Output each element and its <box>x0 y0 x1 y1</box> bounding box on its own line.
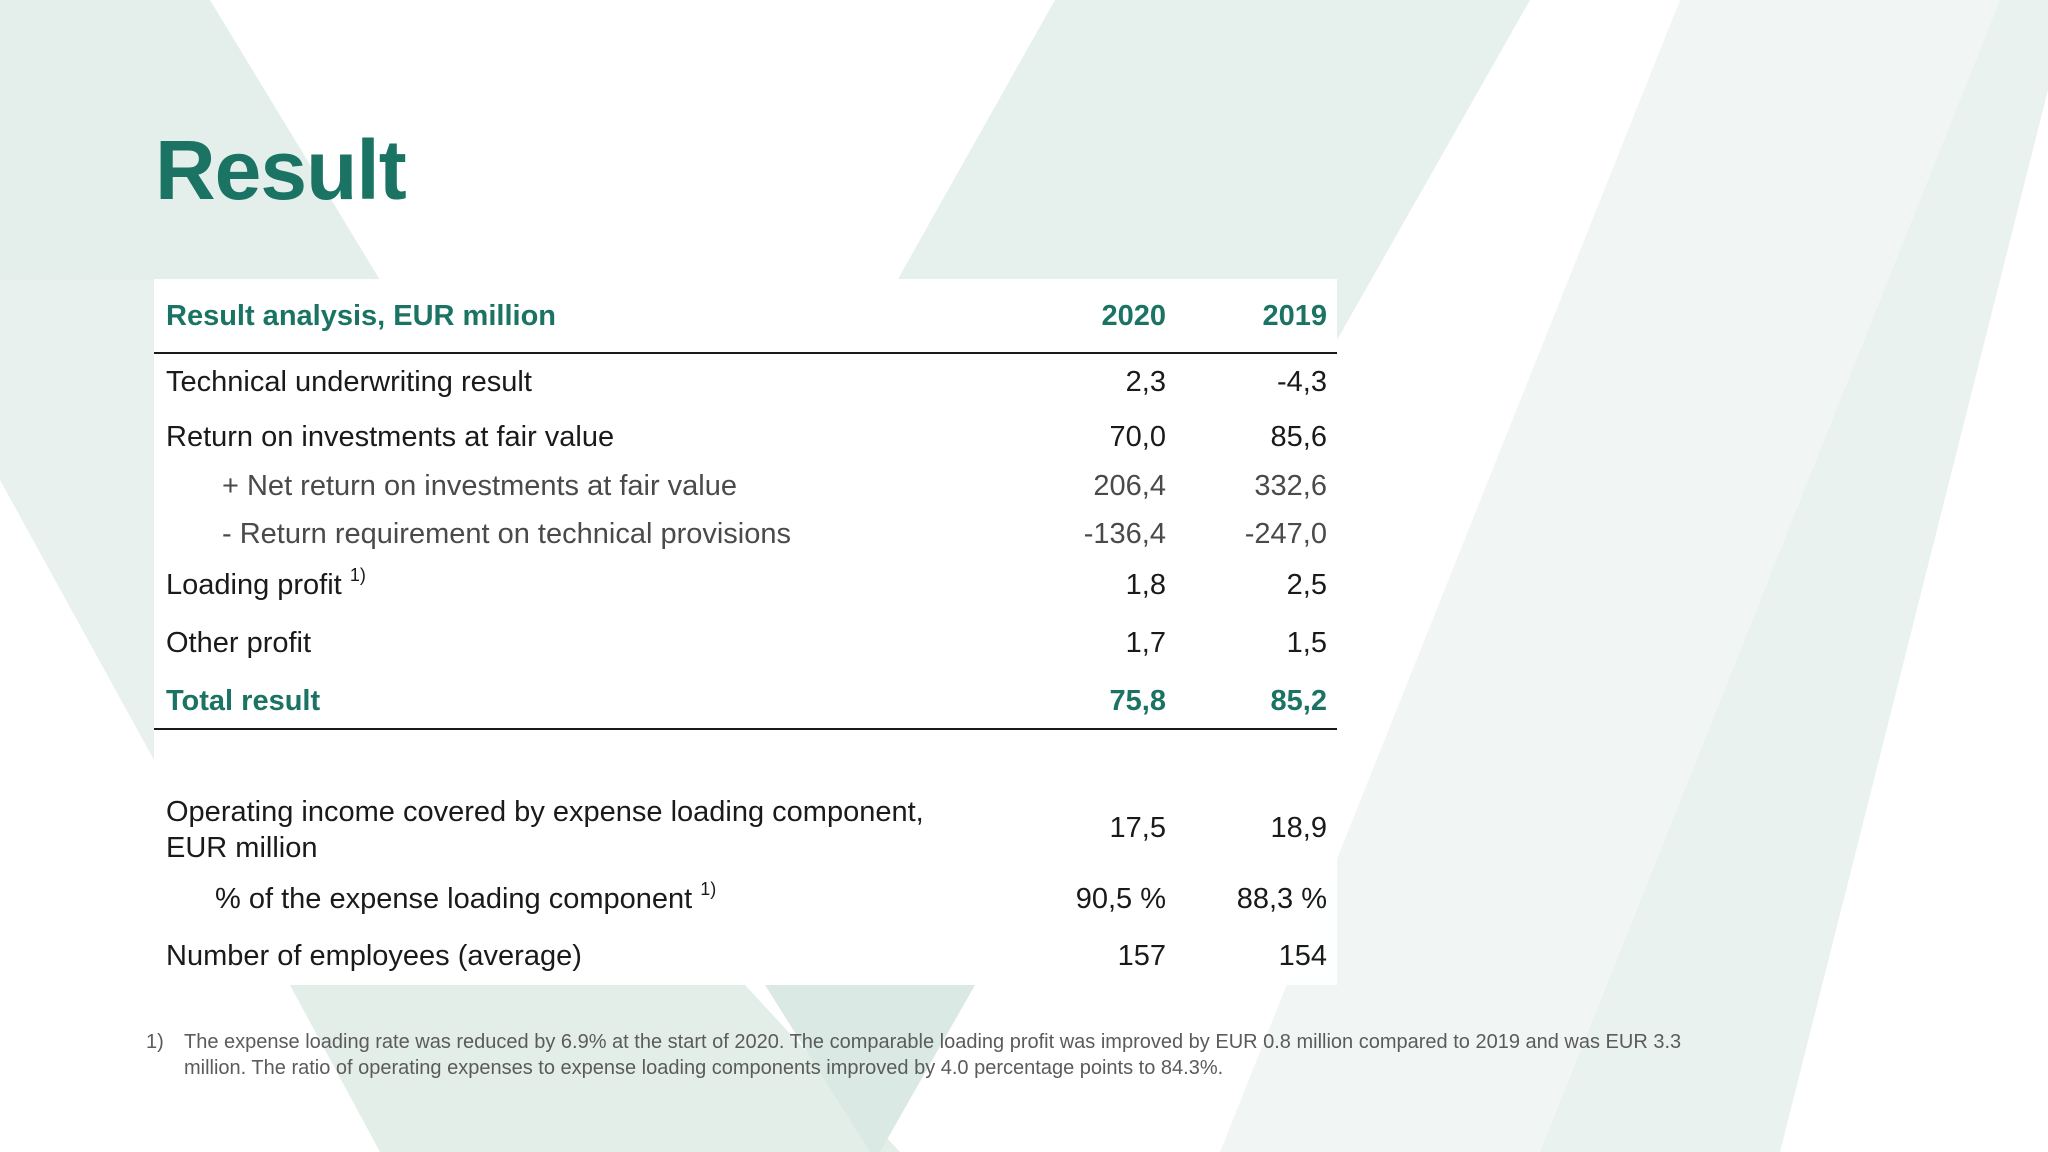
row-label-text: % of the expense loading component <box>215 883 693 915</box>
total-value-2020: 75,8 <box>1109 685 1166 717</box>
row-value-2020: -136,4 <box>1083 518 1166 550</box>
row-value-2019: 154 <box>1278 940 1327 972</box>
row-value-2020: 1,8 <box>1125 569 1166 601</box>
bg-shape-bottom-center <box>765 985 975 1152</box>
bg-shape-left <box>0 0 380 280</box>
header-label: Result analysis, EUR million <box>166 300 556 332</box>
footnote-ref: 1) <box>700 879 717 899</box>
bg-shape-left-lower <box>0 280 154 760</box>
header-rule <box>154 352 1337 354</box>
row-value-2020: 90,5 % <box>1075 883 1166 915</box>
header-year-2019: 2019 <box>1262 300 1327 332</box>
footnote-ref: 1) <box>349 565 366 585</box>
row-value-2020: 206,4 <box>1093 470 1166 502</box>
row-value-2019: -247,0 <box>1244 518 1327 550</box>
row-value-2019: 1,5 <box>1286 627 1327 659</box>
operating-row: Operating income covered by expense load… <box>154 794 1337 864</box>
row-label-line2: EUR million <box>166 832 318 864</box>
footnote-number: 1) <box>146 1031 164 1053</box>
row-label: % of the expense loading component 1) <box>215 879 716 916</box>
row-value-2019: 2,5 <box>1286 569 1327 601</box>
bg-shape-right-wide <box>1220 0 2000 1152</box>
row-value-2020: 17,5 <box>1109 812 1166 844</box>
total-label: Total result <box>166 685 321 717</box>
row-value-2019: 88,3 % <box>1236 883 1327 915</box>
row-label: Other profit <box>166 627 312 659</box>
row-value-2019: 85,6 <box>1270 421 1327 453</box>
table-panel <box>154 279 1337 985</box>
row-label: - Return requirement on technical provis… <box>222 518 791 550</box>
total-rule <box>154 728 1337 730</box>
bg-shape-center <box>898 0 1530 340</box>
row-value-2020: 157 <box>1117 940 1166 972</box>
row-label: Loading profit 1) <box>166 565 366 602</box>
row-label: Return on investments at fair value <box>166 421 615 453</box>
row-label: Technical underwriting result <box>166 366 532 398</box>
row-value-2020: 2,3 <box>1125 366 1166 398</box>
row-value-2019: 332,6 <box>1254 470 1327 502</box>
row-label: + Net return on investments at fair valu… <box>222 470 738 502</box>
row-value-2019: -4,3 <box>1277 366 1327 398</box>
row-value-2020: 70,0 <box>1109 421 1166 453</box>
footnote-text: The expense loading rate was reduced by … <box>184 1031 1682 1079</box>
row-label-text: Loading profit <box>166 569 342 601</box>
row-label: Number of employees (average) <box>166 940 582 972</box>
total-value-2019: 85,2 <box>1270 685 1327 717</box>
row-value-2019: 18,9 <box>1270 812 1327 844</box>
row-label-line1: Operating income covered by expense load… <box>166 796 924 828</box>
row-value-2020: 1,7 <box>1125 627 1166 659</box>
row-label: Operating income covered by expense load… <box>166 794 924 866</box>
header-year-2020: 2020 <box>1101 300 1166 332</box>
slide-title: Result <box>155 123 407 217</box>
bg-shape-bottom-left <box>290 985 900 1152</box>
